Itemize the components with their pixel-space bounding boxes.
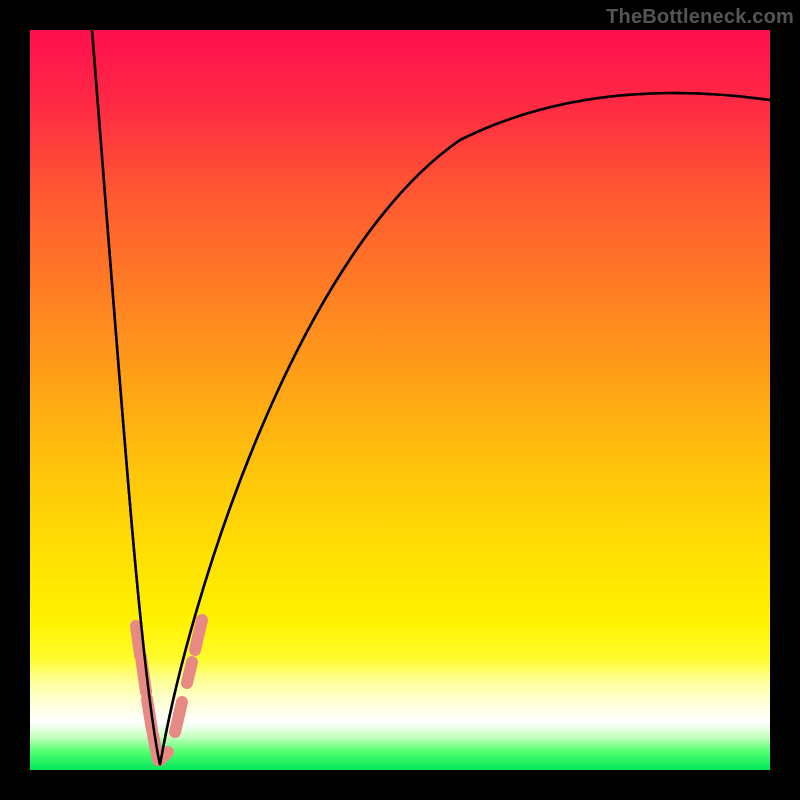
- marker-left-1: [136, 626, 140, 655]
- marker-right-2: [187, 662, 192, 683]
- watermark-text: TheBottleneck.com: [606, 6, 794, 29]
- chart-container: TheBottleneck.com: [0, 0, 800, 800]
- marker-right-1: [175, 702, 182, 732]
- chart-svg: [0, 0, 800, 800]
- marker-right-3: [195, 620, 202, 650]
